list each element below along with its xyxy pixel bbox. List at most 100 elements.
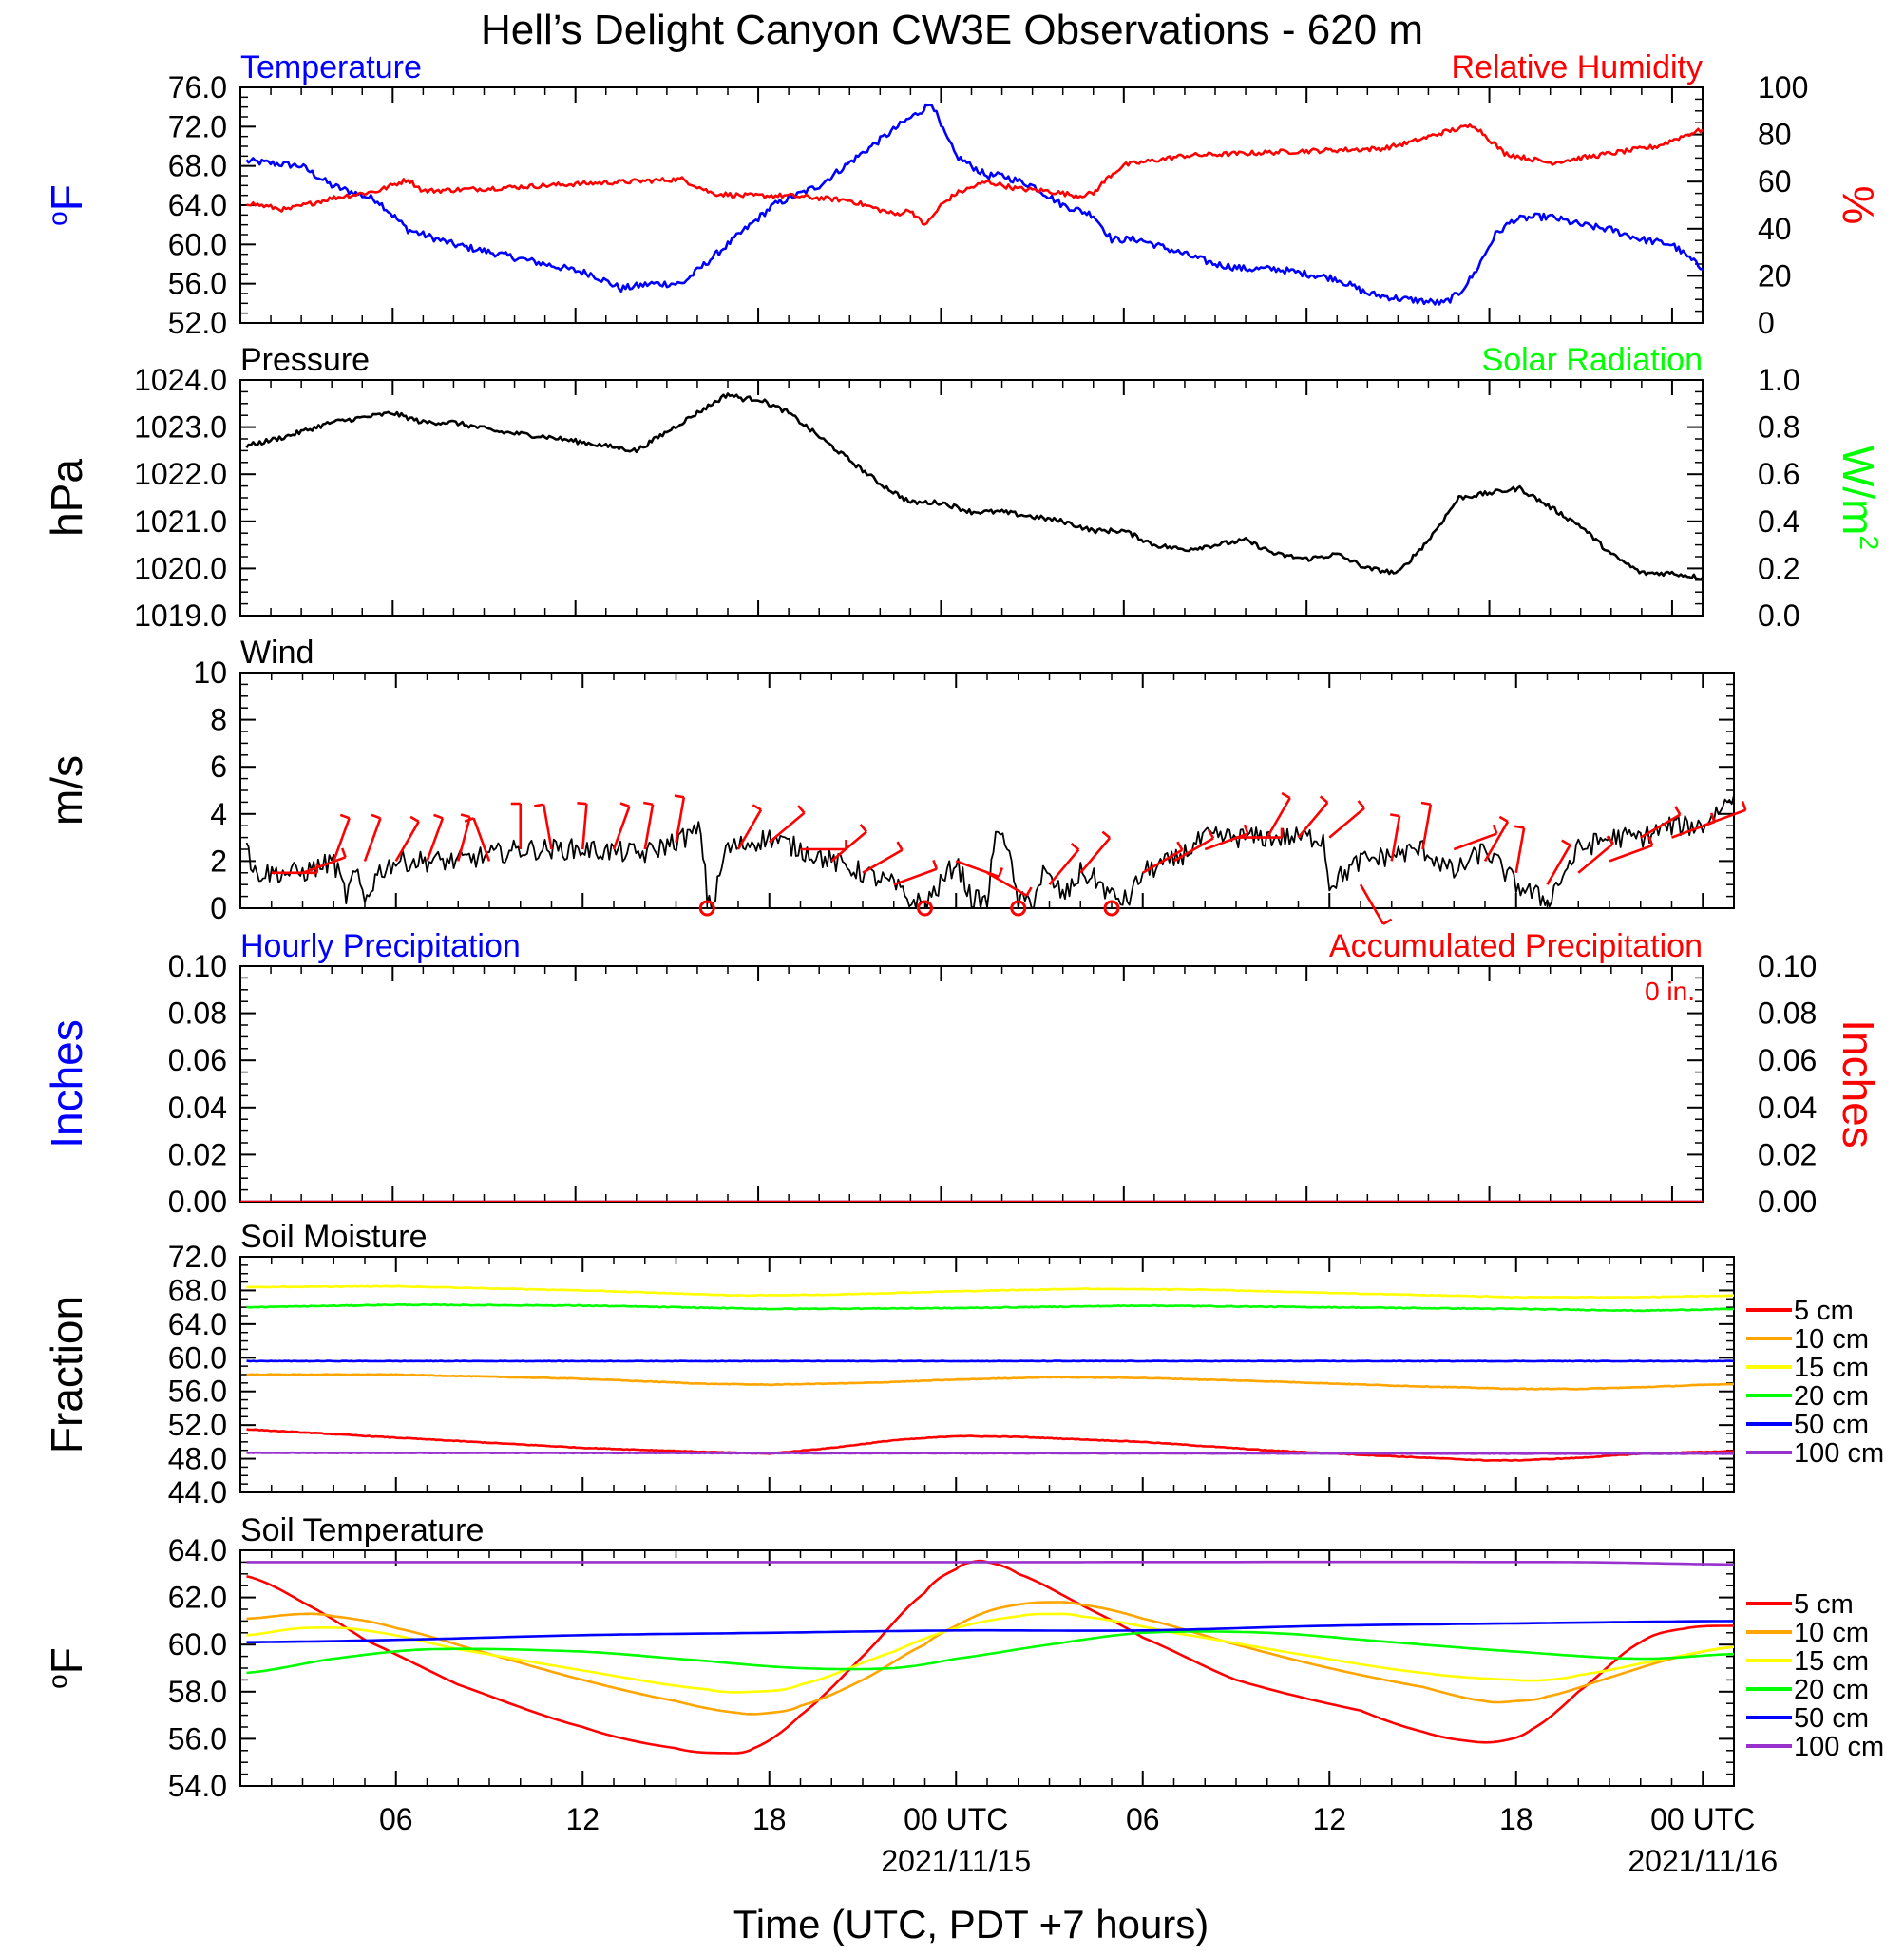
wind-barb-flag (674, 794, 685, 799)
series-line-red (246, 123, 1703, 226)
series-line-black (245, 794, 1734, 908)
legend-label: 50 cm (1794, 1703, 1869, 1734)
y-tick-label: 54.0 (168, 1769, 227, 1803)
y-tick-label: 68.0 (168, 1273, 227, 1307)
wind-barb (1142, 848, 1183, 874)
y-tick-label: 44.0 (168, 1475, 227, 1509)
y-tick-label: 0.08 (168, 996, 227, 1031)
wind-barb-flag (998, 866, 1003, 878)
y-tick-label: 64.0 (168, 188, 227, 222)
wind-barb-flag (460, 813, 471, 819)
wind-barb-flag (1498, 815, 1509, 823)
panel-precip: 0.00 0.02 0.04 0.06 0.08 0.10 0.00 0.02 0.04 0.06… (42, 928, 1883, 1219)
panel-soil_temp: 54.0 56.0 58.0 60.0 62.0 64.0 Soil Temperature… (42, 1512, 1884, 1803)
legend-label: 15 cm (1794, 1646, 1869, 1677)
panel-title-left: Wind (240, 635, 314, 671)
series-line-10-cm (246, 1373, 1734, 1391)
wind-barb (1514, 827, 1526, 874)
y-axis-label-left: Inches (42, 1019, 91, 1148)
wind-barb-flag (1382, 918, 1393, 925)
wind-barb-flag (1025, 886, 1033, 897)
y-tick-label: 48.0 (168, 1442, 227, 1476)
wind-barb-flag (1514, 825, 1525, 829)
legend-label: 100 cm (1794, 1438, 1884, 1469)
y-axis-label-right: % (1834, 186, 1883, 225)
legend-label: 20 cm (1794, 1675, 1869, 1705)
wind-barb (675, 797, 686, 843)
y-tick-label: 0.10 (168, 949, 227, 983)
wind-barb-flag (577, 802, 587, 806)
wind-barb-flag (797, 805, 806, 814)
y-tick-label: 58.0 (168, 1675, 227, 1709)
wind-barb-flag (1674, 806, 1682, 816)
y-tick-label: 2 (210, 844, 227, 878)
y-axis-label-left: hPa (42, 459, 91, 537)
series-line-5-cm (246, 1559, 1734, 1755)
wind-barb (1546, 844, 1571, 885)
wind-barb-flag (339, 813, 351, 820)
wind-barb (581, 804, 588, 850)
y-tick-label: 1021.0 (134, 504, 227, 539)
wind-barb (472, 817, 491, 862)
plot-frame (239, 965, 1704, 1203)
y-tick-label-right: 80 (1758, 118, 1792, 152)
legend-label: 10 cm (1794, 1618, 1869, 1648)
series-line-50-cm (246, 1359, 1734, 1363)
wind-barb (986, 871, 1028, 897)
x-tick-label: 00 UTC (904, 1802, 1008, 1836)
wind-barb (1297, 801, 1329, 839)
y-tick-label: 56.0 (168, 267, 227, 301)
y-tick-label: 1023.0 (134, 410, 227, 445)
wind-barb-flag (752, 804, 762, 811)
panel-title-left: Soil Temperature (240, 1512, 484, 1548)
y-tick-label: 52.0 (168, 306, 227, 340)
series-line-10-cm (246, 1601, 1734, 1716)
y-tick-label: 64.0 (168, 1533, 227, 1567)
y-tick-label: 76.0 (168, 70, 227, 104)
plot-frame (239, 1549, 1735, 1787)
wind-barb-flag (1070, 843, 1080, 851)
y-tick-label-right: 0.10 (1758, 949, 1817, 983)
y-tick-label-right: 1.0 (1758, 363, 1799, 397)
y-tick-label: 60.0 (168, 227, 227, 261)
y-tick-label: 10 (193, 655, 227, 690)
wind-barb (893, 867, 938, 886)
series-line-100-cm (246, 1451, 1734, 1455)
plot-frame (239, 379, 1704, 617)
legend-label: 5 cm (1794, 1296, 1854, 1326)
series-line-20-cm (246, 1630, 1734, 1675)
wind-barb-flag (1606, 835, 1615, 845)
y-axis-label-right: W/m2 (1834, 446, 1884, 550)
wind-barb-flag (1390, 813, 1400, 818)
series-line-50-cm (246, 1620, 1734, 1643)
wind-barb-flag (340, 847, 347, 858)
wind-barb (1172, 837, 1214, 863)
y-tick-label-right: 20 (1758, 258, 1792, 293)
wind-barb (1421, 804, 1433, 850)
series-line-15-cm (246, 1612, 1734, 1694)
y-tick-label-right: 0.00 (1758, 1185, 1817, 1219)
y-tick-label-right: 0.2 (1758, 551, 1799, 585)
y-tick-label: 0.00 (168, 1185, 227, 1219)
y-tick-label: 0 (210, 891, 227, 925)
y-tick-label: 1019.0 (134, 598, 227, 633)
wind-barb (643, 804, 655, 850)
y-tick-label-right: 0.02 (1758, 1137, 1817, 1171)
y-tick-label: 62.0 (168, 1581, 227, 1615)
y-tick-label: 0.02 (168, 1137, 227, 1171)
panel-title-right: Accumulated Precipitation (1329, 928, 1703, 964)
wind-barb (1266, 797, 1291, 839)
wind-barb (1390, 815, 1401, 862)
x-tick-label: 12 (1312, 1802, 1346, 1836)
y-tick-label-right: 0.08 (1758, 996, 1817, 1031)
y-tick-label-right: 60 (1758, 164, 1792, 199)
wind-barb-flag (409, 815, 420, 823)
y-tick-label-right: 40 (1758, 212, 1792, 246)
panel-soil_moisture: 44.048.052.056.060.064.068.072.0 Soil Moi… (42, 1219, 1884, 1509)
wind-barb (394, 821, 420, 863)
panel-title-right: Relative Humidity (1451, 49, 1703, 85)
y-tick-label-right: 0.4 (1758, 504, 1799, 539)
y-tick-label: 72.0 (168, 1240, 227, 1274)
x-axis-label: Time (UTC, PDT +7 hours) (733, 1902, 1209, 1946)
y-tick-label: 8 (210, 703, 227, 737)
